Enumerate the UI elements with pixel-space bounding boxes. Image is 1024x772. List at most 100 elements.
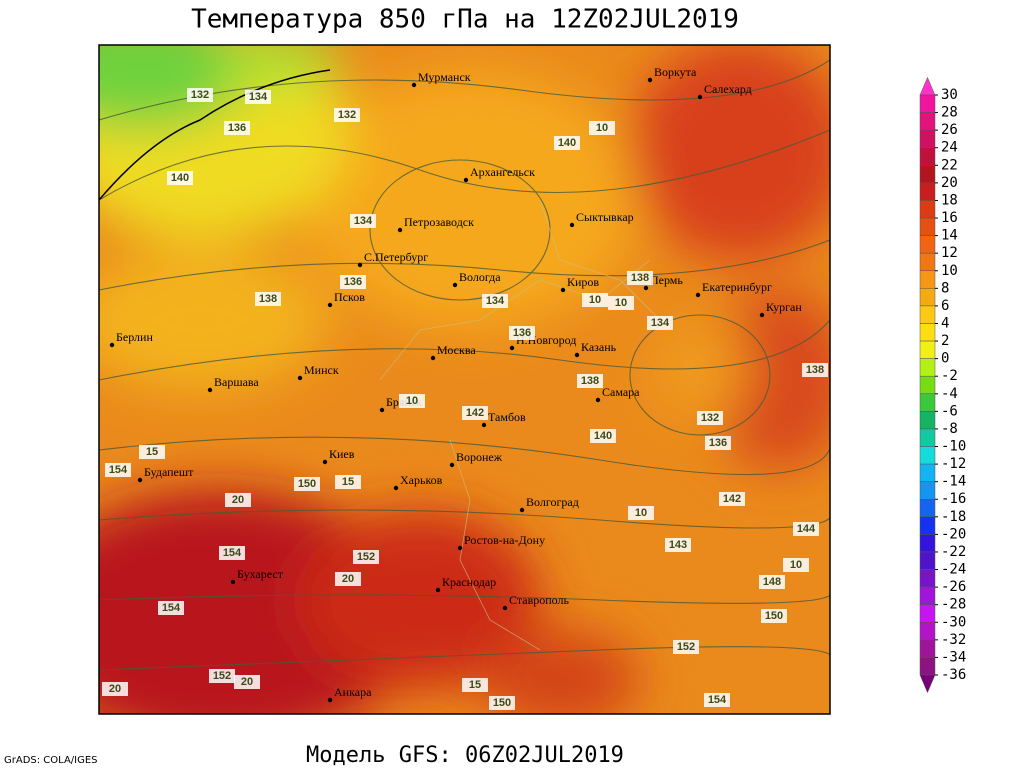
colorbar-segment <box>919 569 936 588</box>
city-dot <box>560 287 566 293</box>
contour-label-text: 138 <box>631 272 649 284</box>
contour-label: 143 <box>665 538 691 552</box>
city-label: Харьков <box>400 473 443 487</box>
colorbar-label: -30 <box>941 614 966 630</box>
city-label: Минск <box>304 363 339 377</box>
contour-label: 152 <box>673 640 699 654</box>
colorbar-segment <box>919 428 936 447</box>
colorbar-label: -36 <box>941 667 966 683</box>
colorbar-label: -24 <box>941 562 966 578</box>
city-dot <box>643 285 649 291</box>
city-label: Псков <box>334 290 365 304</box>
contour-label-box <box>802 363 828 377</box>
city-dot <box>109 342 115 348</box>
contour-label-box <box>665 538 691 552</box>
colorbar-segment <box>919 375 936 395</box>
map <box>99 45 830 714</box>
colorbar-label: -6 <box>941 403 958 419</box>
city-label: С.Петербург <box>364 250 428 264</box>
colorbar: 302826242220181614121086420-2-4-6-8-10-1… <box>919 76 966 694</box>
city-label: Воронеж <box>456 450 503 464</box>
colorbar-segment <box>919 481 936 500</box>
contour-label-box <box>697 411 723 425</box>
contour-label-box <box>462 678 488 692</box>
contour-label: 15 <box>462 678 488 692</box>
contour-label-box <box>590 429 616 443</box>
contour-label: 20 <box>102 682 128 696</box>
contour-label-text: 132 <box>338 109 356 121</box>
colorbar-segment <box>919 498 936 518</box>
city-label: Анкара <box>334 685 372 699</box>
contour-label: 15 <box>139 445 165 459</box>
contour-label-box <box>627 271 653 285</box>
contour-label: 140 <box>554 136 580 150</box>
contour-label: 136 <box>509 326 535 340</box>
colorbar-label: 6 <box>941 298 949 314</box>
city-label: Казань <box>581 340 617 354</box>
city-dot <box>327 302 333 308</box>
contour-label-text: 148 <box>763 576 781 588</box>
contour-label-box <box>759 575 785 589</box>
city-label: Ставрополь <box>509 593 569 607</box>
contour-label-box <box>209 669 235 683</box>
contour-label-text: 144 <box>797 523 816 535</box>
city-dot <box>379 407 385 413</box>
city-dot <box>207 387 213 393</box>
city-dot <box>393 485 399 491</box>
city-label: Ростов-на-Дону <box>464 533 545 547</box>
city-label: Краснодар <box>442 575 496 589</box>
city-dot <box>569 222 575 228</box>
contour-label: 10 <box>783 558 809 572</box>
contour-label-text: 10 <box>790 559 802 571</box>
city-dot <box>697 94 703 100</box>
contour-label-box <box>340 275 366 289</box>
contour-label-text: 152 <box>357 551 375 563</box>
city-dot <box>397 227 403 233</box>
colorbar-label: 16 <box>941 210 958 226</box>
contour-label: 142 <box>462 406 488 420</box>
colorbar-label: -10 <box>941 439 966 455</box>
colorbar-segment <box>919 393 936 412</box>
city-label: Будапешт <box>144 465 194 479</box>
contour-label: 20 <box>335 572 361 586</box>
contour-label-box <box>139 445 165 459</box>
city-label: Салехард <box>704 82 752 96</box>
contour-label-text: 134 <box>486 295 505 307</box>
contour-label-text: 140 <box>594 430 612 442</box>
city-label: Москва <box>437 343 476 357</box>
footer: Модель GFS: 06Z02JUL2019 <box>306 743 624 768</box>
city-dot <box>430 355 436 361</box>
contour-label-text: 152 <box>213 670 231 682</box>
contour-label-text: 150 <box>298 478 316 490</box>
colorbar-segment <box>919 182 936 201</box>
contour-label-box <box>102 682 128 696</box>
contour-label-box <box>255 292 281 306</box>
contour-label-text: 143 <box>669 539 687 551</box>
city-label: Мурманск <box>418 70 471 84</box>
colorbar-label: -18 <box>941 509 966 525</box>
contour-label-text: 20 <box>241 676 253 688</box>
city-dot <box>759 312 765 318</box>
colorbar-label: 22 <box>941 157 958 173</box>
contour-label: 134 <box>482 294 508 308</box>
colorbar-label: 8 <box>941 280 949 296</box>
city-dot <box>595 397 601 403</box>
contour-label-text: 138 <box>581 375 599 387</box>
contour-label: 152 <box>353 550 379 564</box>
colorbar-segment <box>919 639 936 658</box>
colorbar-segment <box>919 112 936 131</box>
contour-label-text: 154 <box>708 694 727 706</box>
contour-label-text: 152 <box>677 641 695 653</box>
colorbar-label: 10 <box>941 263 958 279</box>
contour-label-text: 136 <box>344 276 362 288</box>
colorbar-segment <box>919 129 936 148</box>
contour-label-box <box>294 477 320 491</box>
contour-label-box <box>793 522 819 536</box>
contour-label-text: 142 <box>466 407 484 419</box>
colorbar-label: -20 <box>941 526 966 542</box>
contour-label-box <box>489 696 515 710</box>
city-dot <box>435 587 441 593</box>
city-label: Берлин <box>116 330 153 344</box>
city-label: Вологда <box>459 270 501 284</box>
contour-label: 132 <box>697 411 723 425</box>
